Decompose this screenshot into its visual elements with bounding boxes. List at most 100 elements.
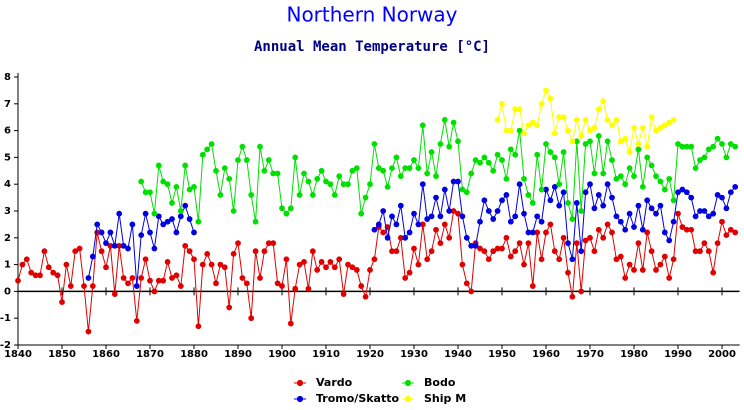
data-point xyxy=(213,280,219,287)
data-point xyxy=(521,210,527,217)
data-point xyxy=(477,218,483,225)
data-point xyxy=(617,173,624,180)
data-point xyxy=(367,181,373,188)
data-point xyxy=(538,100,545,107)
chart-title: Northern Norway xyxy=(286,3,457,27)
data-point xyxy=(261,248,268,255)
x-tick-label: 1890 xyxy=(224,349,252,360)
data-point xyxy=(111,291,118,297)
data-point xyxy=(173,229,180,236)
data-point xyxy=(657,178,664,185)
data-point xyxy=(455,138,461,145)
data-point xyxy=(261,167,268,174)
data-point xyxy=(499,197,505,204)
data-point xyxy=(565,127,571,134)
data-point xyxy=(155,162,162,169)
data-point xyxy=(459,213,466,220)
data-point xyxy=(639,183,646,190)
data-point xyxy=(617,138,624,145)
data-point xyxy=(516,127,523,134)
x-tick-label: 1880 xyxy=(180,349,208,360)
y-tick-label: 4 xyxy=(4,179,11,190)
data-point xyxy=(138,178,145,185)
data-point xyxy=(587,138,593,145)
data-point xyxy=(604,138,611,145)
x-tick-label: 1840 xyxy=(4,349,32,360)
data-point xyxy=(362,293,369,300)
data-point xyxy=(477,245,483,252)
data-point xyxy=(103,240,109,247)
data-point xyxy=(160,221,167,228)
data-point xyxy=(120,275,127,281)
data-point xyxy=(274,280,281,287)
data-point xyxy=(380,167,387,174)
data-point xyxy=(569,256,576,263)
data-point xyxy=(155,213,162,220)
data-point xyxy=(301,170,307,177)
data-point xyxy=(587,127,593,134)
data-point xyxy=(428,213,435,220)
data-point xyxy=(679,224,686,230)
data-point xyxy=(595,106,602,113)
data-point xyxy=(125,245,131,252)
data-point xyxy=(89,283,96,289)
x-tick-label: 1900 xyxy=(268,349,296,360)
data-point xyxy=(406,165,413,172)
data-point xyxy=(675,141,681,147)
data-point xyxy=(186,248,193,255)
data-point xyxy=(534,213,541,220)
data-point xyxy=(714,240,721,247)
data-point xyxy=(507,218,514,225)
y-tick-label: 6 xyxy=(4,126,11,137)
data-point xyxy=(666,237,673,244)
data-point xyxy=(327,181,334,188)
data-point xyxy=(164,218,171,225)
data-point xyxy=(305,178,312,185)
data-point xyxy=(604,116,611,123)
data-point xyxy=(120,242,127,249)
data-point xyxy=(600,234,607,241)
data-point xyxy=(719,218,725,225)
data-point xyxy=(507,127,514,134)
data-point xyxy=(485,208,492,214)
data-point xyxy=(529,200,536,206)
x-tick-label: 1980 xyxy=(620,349,648,360)
data-point xyxy=(459,186,466,193)
data-point xyxy=(670,256,677,263)
data-point xyxy=(631,224,637,230)
data-point xyxy=(521,261,527,268)
data-point xyxy=(697,157,703,163)
data-point xyxy=(503,234,510,241)
data-point xyxy=(111,242,118,249)
data-point xyxy=(490,167,497,174)
data-point xyxy=(208,141,215,147)
data-point xyxy=(85,275,92,281)
data-point xyxy=(309,192,316,198)
data-point xyxy=(697,248,703,255)
data-point xyxy=(125,280,131,287)
data-point xyxy=(529,283,536,289)
data-point xyxy=(595,226,602,233)
y-tick-label: 0 xyxy=(4,286,11,297)
data-point xyxy=(578,133,585,139)
data-point xyxy=(85,328,92,335)
data-point xyxy=(98,248,105,255)
data-point xyxy=(402,234,409,241)
data-point xyxy=(441,116,448,123)
data-point xyxy=(644,143,651,150)
data-point xyxy=(516,181,523,188)
data-point xyxy=(547,149,554,155)
data-point xyxy=(463,234,470,241)
data-point xyxy=(551,248,558,255)
data-point xyxy=(648,162,655,169)
series-line xyxy=(17,210,736,332)
x-tick-label: 2000 xyxy=(708,349,736,360)
data-point xyxy=(424,256,431,263)
data-point xyxy=(701,240,708,247)
data-point xyxy=(138,275,145,281)
data-point xyxy=(622,135,629,142)
data-point xyxy=(723,154,730,161)
data-point xyxy=(129,275,136,281)
data-point xyxy=(446,234,453,241)
data-point xyxy=(195,218,202,225)
